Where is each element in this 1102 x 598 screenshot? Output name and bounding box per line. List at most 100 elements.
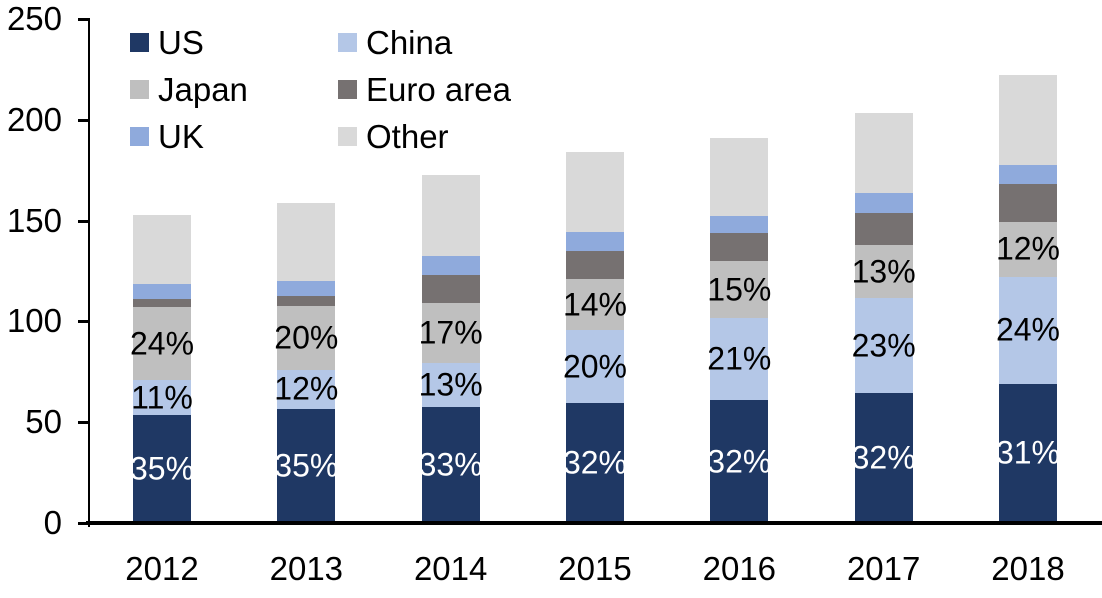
segment-label-china-2018: 24% xyxy=(995,311,1061,348)
y-tick-label-100: 100 xyxy=(6,302,62,340)
y-tick-mark-100 xyxy=(78,320,88,324)
segment-uk-2016 xyxy=(710,215,769,233)
segment-uk-2014 xyxy=(421,255,480,276)
segment-japan-2015 xyxy=(565,279,624,331)
segment-label-japan-2017: 13% xyxy=(851,252,916,289)
segment-label-japan-2013: 20% xyxy=(274,319,339,356)
x-tick-label-2014: 2014 xyxy=(413,550,488,587)
y-axis-line xyxy=(88,18,90,527)
y-tick-mark-50 xyxy=(78,421,88,425)
segment-china-2013 xyxy=(277,369,336,410)
segment-label-us-2018: 31% xyxy=(995,434,1061,471)
segment-label-us-2017: 32% xyxy=(851,439,916,476)
legend-swatch-euro-area-icon xyxy=(338,80,357,99)
legend-label-china: China xyxy=(366,24,453,61)
legend-label-us: US xyxy=(158,24,204,61)
y-tick-label-50: 50 xyxy=(25,403,62,441)
legend-swatch-japan-icon xyxy=(130,80,149,99)
segment-label-china-2015: 20% xyxy=(562,348,628,385)
segment-label-japan-2014: 17% xyxy=(418,314,483,351)
x-tick-label-2012: 2012 xyxy=(125,550,199,587)
legend-label-japan: Japan xyxy=(158,71,248,108)
segment-uk-2018 xyxy=(998,165,1057,185)
legend-swatch-us-icon xyxy=(130,33,149,52)
segment-label-us-2014: 33% xyxy=(418,446,483,483)
legend-label-uk: UK xyxy=(158,118,204,155)
segment-japan-2012 xyxy=(133,307,191,380)
legend-item-us: US xyxy=(130,26,204,59)
segment-euro-area-2018 xyxy=(998,184,1057,222)
y-tick-label-200: 200 xyxy=(6,100,62,138)
legend-item-other: Other xyxy=(338,120,449,153)
legend-item-euro-area: Euro area xyxy=(338,73,511,106)
segment-china-2017 xyxy=(854,298,913,393)
segment-label-china-2017: 23% xyxy=(851,326,916,363)
chart-legend: US China Japan Euro area UK Other xyxy=(0,0,1102,170)
segment-us-2016 xyxy=(710,400,769,523)
segment-japan-2017 xyxy=(854,244,913,299)
y-tick-label-150: 150 xyxy=(6,201,62,239)
segment-japan-2014 xyxy=(421,303,480,363)
y-tick-mark-0 xyxy=(78,522,88,525)
y-tick-label-250: 250 xyxy=(6,0,62,37)
segment-label-us-2012: 35% xyxy=(129,450,195,487)
x-axis-line xyxy=(86,521,1102,525)
segment-other-2015 xyxy=(565,152,624,232)
legend-swatch-uk-icon xyxy=(130,127,149,146)
segment-other-2017 xyxy=(854,112,913,194)
segment-other-2016 xyxy=(710,137,769,216)
segment-japan-2016 xyxy=(710,260,769,319)
segment-label-japan-2016: 15% xyxy=(707,271,772,308)
segment-other-2013 xyxy=(277,203,336,282)
segment-us-2018 xyxy=(998,383,1057,523)
segment-japan-2013 xyxy=(277,306,336,370)
legend-swatch-other-icon xyxy=(338,127,357,146)
segment-china-2012 xyxy=(133,379,191,416)
segment-euro-area-2015 xyxy=(565,250,624,280)
segment-label-japan-2015: 14% xyxy=(562,286,628,323)
x-tick-label-2013: 2013 xyxy=(269,550,344,587)
segment-uk-2013 xyxy=(277,281,336,297)
segment-us-2017 xyxy=(854,392,913,523)
y-tick-mark-150 xyxy=(78,219,88,223)
x-tick-label-2017: 2017 xyxy=(846,550,921,587)
segment-us-2014 xyxy=(421,407,480,523)
legend-item-japan: Japan xyxy=(130,73,248,106)
legend-label-euro-area: Euro area xyxy=(366,71,511,108)
segment-china-2016 xyxy=(710,318,769,401)
legend-item-china: China xyxy=(338,26,452,59)
segment-euro-area-2017 xyxy=(854,212,913,245)
segment-china-2014 xyxy=(421,362,480,408)
segment-uk-2017 xyxy=(854,193,913,213)
segment-label-china-2014: 13% xyxy=(418,366,483,403)
segment-us-2015 xyxy=(565,403,624,523)
segment-china-2018 xyxy=(998,277,1057,384)
legend-label-other: Other xyxy=(366,118,449,155)
y-tick-label-0: 0 xyxy=(43,504,62,541)
segment-china-2015 xyxy=(565,330,624,404)
segment-uk-2012 xyxy=(133,284,191,300)
segment-euro-area-2014 xyxy=(421,275,480,304)
x-tick-label-2018: 2018 xyxy=(991,550,1065,587)
segment-uk-2015 xyxy=(565,231,624,251)
x-tick-label-2016: 2016 xyxy=(702,550,777,587)
segment-euro-area-2013 xyxy=(277,296,336,307)
segment-us-2013 xyxy=(277,409,336,523)
segment-other-2012 xyxy=(133,214,191,285)
segment-label-japan-2018: 12% xyxy=(995,230,1061,267)
segment-us-2012 xyxy=(133,415,191,523)
segment-label-china-2016: 21% xyxy=(707,340,772,377)
x-tick-label-2015: 2015 xyxy=(558,550,632,587)
segment-other-2014 xyxy=(421,175,480,256)
segment-label-us-2013: 35% xyxy=(274,447,339,484)
segment-label-japan-2012: 24% xyxy=(129,324,195,361)
segment-euro-area-2012 xyxy=(133,299,191,308)
segment-label-china-2013: 12% xyxy=(274,370,339,407)
segment-label-us-2016: 32% xyxy=(707,442,772,479)
legend-swatch-china-icon xyxy=(338,33,357,52)
legend-item-uk: UK xyxy=(130,120,204,153)
y-tick-mark-200 xyxy=(78,118,88,122)
segment-japan-2018 xyxy=(998,221,1057,278)
